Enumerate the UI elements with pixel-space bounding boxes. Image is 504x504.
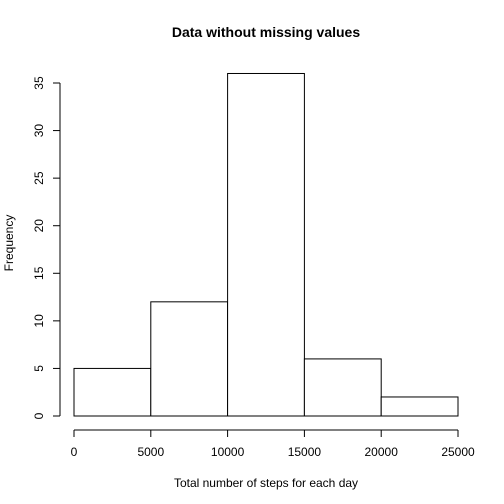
- x-tick-label: 15000: [288, 445, 322, 459]
- x-axis-label: Total number of steps for each day: [174, 476, 358, 490]
- y-tick-label: 10: [32, 314, 46, 328]
- y-axis-label: Frequency: [2, 215, 16, 272]
- y-axis: 0 5 10 15 20 25 30 35: [32, 76, 61, 419]
- chart-title: Data without missing values: [172, 24, 360, 40]
- y-tick-label: 5: [32, 365, 46, 372]
- y-tick-label: 20: [32, 219, 46, 233]
- x-axis: 0 5000 10000 15000 20000 25000: [71, 429, 475, 459]
- histogram-bar-4: [380, 396, 459, 417]
- y-tick-label: 30: [32, 124, 46, 138]
- x-tick-label: 0: [71, 445, 78, 459]
- histogram-bar-0: [73, 367, 152, 417]
- histogram-bar-2: [227, 72, 305, 417]
- x-tick-label: 25000: [441, 445, 475, 459]
- y-tick-label: 35: [32, 76, 46, 90]
- x-tick-label: 5000: [137, 445, 164, 459]
- bars-group: [73, 72, 459, 417]
- histogram-bar-3: [303, 358, 382, 417]
- y-tick-label: 0: [32, 412, 46, 419]
- x-tick-label: 20000: [365, 445, 399, 459]
- y-tick-label: 25: [32, 171, 46, 185]
- y-tick-label: 15: [32, 266, 46, 280]
- histogram-bar-1: [150, 301, 229, 417]
- x-tick-label: 10000: [211, 445, 245, 459]
